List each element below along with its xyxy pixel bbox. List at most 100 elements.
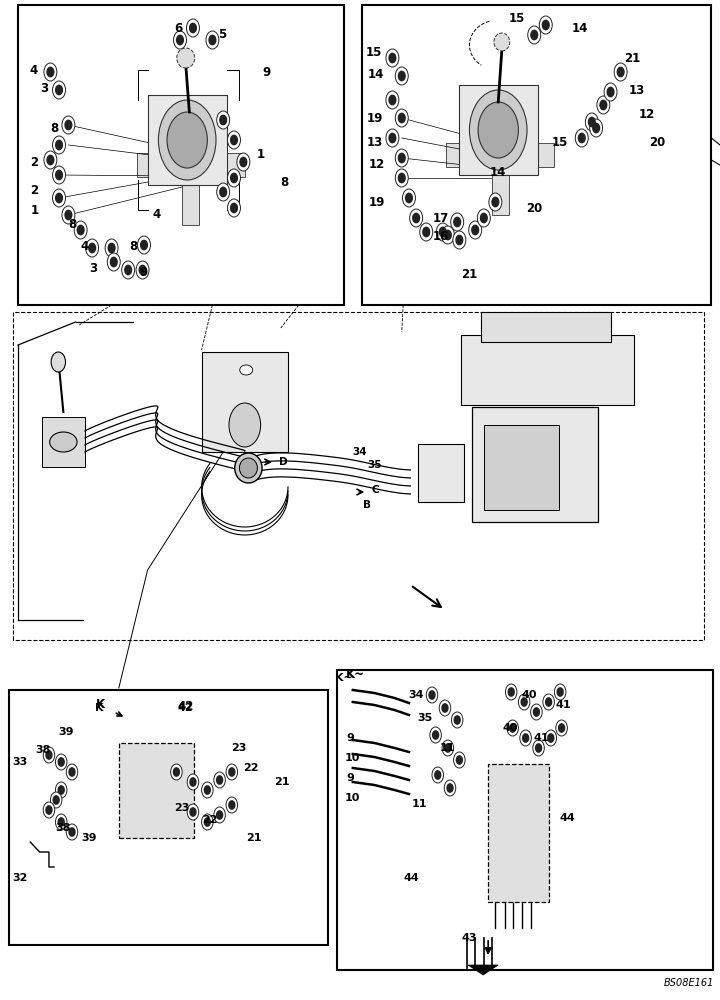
Text: 14: 14 <box>490 165 506 178</box>
Circle shape <box>531 704 542 720</box>
Text: 9: 9 <box>346 773 354 783</box>
Circle shape <box>125 265 132 275</box>
Circle shape <box>53 796 59 804</box>
Circle shape <box>575 129 588 147</box>
Circle shape <box>454 217 461 227</box>
Text: 3: 3 <box>89 262 98 275</box>
Circle shape <box>62 206 75 224</box>
Circle shape <box>217 811 222 819</box>
Circle shape <box>534 708 539 716</box>
Text: 12: 12 <box>369 157 385 170</box>
Circle shape <box>209 35 216 45</box>
Circle shape <box>65 210 72 220</box>
Text: 43: 43 <box>462 933 477 943</box>
Text: 39: 39 <box>81 833 97 843</box>
Circle shape <box>614 63 627 81</box>
Circle shape <box>492 197 499 207</box>
Circle shape <box>489 193 502 211</box>
Text: 2: 2 <box>30 155 39 168</box>
Circle shape <box>543 694 554 710</box>
Circle shape <box>398 113 405 123</box>
Circle shape <box>138 236 150 254</box>
Circle shape <box>217 183 230 201</box>
Circle shape <box>226 764 238 780</box>
Circle shape <box>53 136 66 154</box>
Circle shape <box>55 814 67 830</box>
Circle shape <box>66 824 78 840</box>
Circle shape <box>74 221 87 239</box>
Circle shape <box>447 784 453 792</box>
Ellipse shape <box>50 432 77 452</box>
Circle shape <box>548 734 554 742</box>
Circle shape <box>456 756 462 764</box>
Text: D: D <box>279 457 288 467</box>
Bar <box>481 312 611 342</box>
Circle shape <box>230 135 238 145</box>
Circle shape <box>171 764 182 780</box>
Circle shape <box>66 764 78 780</box>
Text: 12: 12 <box>639 107 654 120</box>
Circle shape <box>469 221 482 239</box>
Circle shape <box>386 129 399 147</box>
Circle shape <box>472 225 479 235</box>
Circle shape <box>477 209 490 227</box>
Circle shape <box>395 149 408 167</box>
Text: 4: 4 <box>81 239 89 252</box>
Circle shape <box>439 227 446 237</box>
Text: 1: 1 <box>30 204 39 217</box>
Circle shape <box>55 140 63 150</box>
Bar <box>182 105 199 225</box>
Ellipse shape <box>494 33 510 51</box>
Circle shape <box>433 731 438 739</box>
Circle shape <box>226 797 238 813</box>
Circle shape <box>187 774 199 790</box>
Circle shape <box>55 193 63 203</box>
Circle shape <box>435 771 441 779</box>
Circle shape <box>228 199 240 217</box>
Text: K~: K~ <box>346 668 364 680</box>
Circle shape <box>174 31 186 49</box>
Circle shape <box>44 151 57 169</box>
Circle shape <box>217 111 230 129</box>
Circle shape <box>220 115 227 125</box>
Circle shape <box>190 808 196 816</box>
Circle shape <box>395 169 408 187</box>
Circle shape <box>140 240 148 250</box>
Circle shape <box>510 724 516 732</box>
Text: 10: 10 <box>345 753 361 763</box>
Text: 11: 11 <box>440 743 456 753</box>
Text: 44: 44 <box>404 873 420 883</box>
Circle shape <box>53 189 66 207</box>
Circle shape <box>420 223 433 241</box>
Circle shape <box>202 814 213 830</box>
Text: 23: 23 <box>231 743 247 753</box>
Bar <box>472 407 598 522</box>
Circle shape <box>65 120 72 130</box>
Circle shape <box>214 772 225 788</box>
Circle shape <box>531 30 538 40</box>
Circle shape <box>190 778 196 786</box>
Text: 21: 21 <box>462 267 477 280</box>
Text: 34: 34 <box>408 690 424 700</box>
Text: K: K <box>95 703 104 713</box>
Circle shape <box>430 727 441 743</box>
Text: 41: 41 <box>555 700 571 710</box>
Circle shape <box>53 81 66 99</box>
Text: 38: 38 <box>35 745 51 755</box>
Bar <box>446 143 554 167</box>
Circle shape <box>520 730 531 746</box>
Text: 2: 2 <box>30 184 39 196</box>
Ellipse shape <box>239 458 258 478</box>
Bar <box>119 743 194 838</box>
Text: 19: 19 <box>366 111 382 124</box>
Circle shape <box>546 698 552 706</box>
Bar <box>18 5 344 305</box>
Circle shape <box>189 23 197 33</box>
Circle shape <box>62 116 75 134</box>
Circle shape <box>237 153 250 171</box>
Bar <box>202 352 288 452</box>
Text: 33: 33 <box>12 757 28 767</box>
Circle shape <box>187 804 199 820</box>
Circle shape <box>186 19 199 37</box>
Bar <box>42 417 85 467</box>
